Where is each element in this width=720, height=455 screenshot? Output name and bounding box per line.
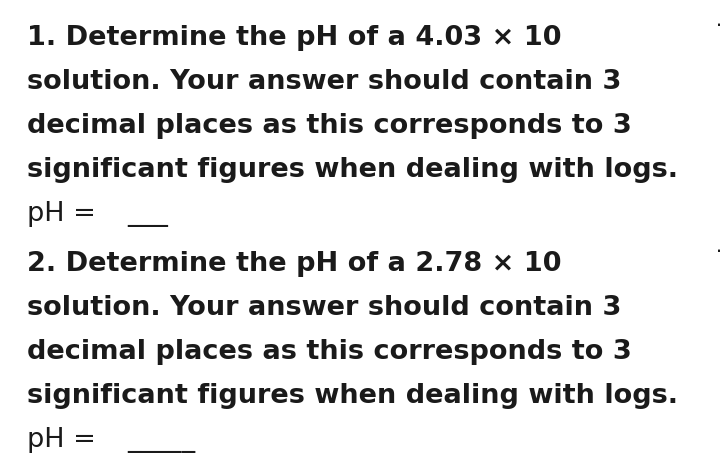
Text: significant figures when dealing with logs.: significant figures when dealing with lo… — [27, 157, 678, 183]
Text: 1. Determine the pH of a 4.03 × 10: 1. Determine the pH of a 4.03 × 10 — [27, 25, 562, 51]
Text: solution. Your answer should contain 3: solution. Your answer should contain 3 — [27, 69, 621, 95]
Text: _____: _____ — [127, 427, 195, 453]
Text: decimal places as this corresponds to 3: decimal places as this corresponds to 3 — [27, 339, 631, 365]
Text: -4: -4 — [716, 15, 720, 34]
Text: decimal places as this corresponds to 3: decimal places as this corresponds to 3 — [27, 113, 631, 139]
Text: pH =: pH = — [27, 427, 104, 453]
Text: 2. Determine the pH of a 2.78 × 10: 2. Determine the pH of a 2.78 × 10 — [27, 251, 562, 277]
Text: pH =: pH = — [27, 201, 104, 227]
Text: ___: ___ — [127, 201, 168, 227]
Text: -3: -3 — [716, 241, 720, 260]
Text: solution. Your answer should contain 3: solution. Your answer should contain 3 — [27, 295, 621, 321]
Text: significant figures when dealing with logs.: significant figures when dealing with lo… — [27, 383, 678, 409]
